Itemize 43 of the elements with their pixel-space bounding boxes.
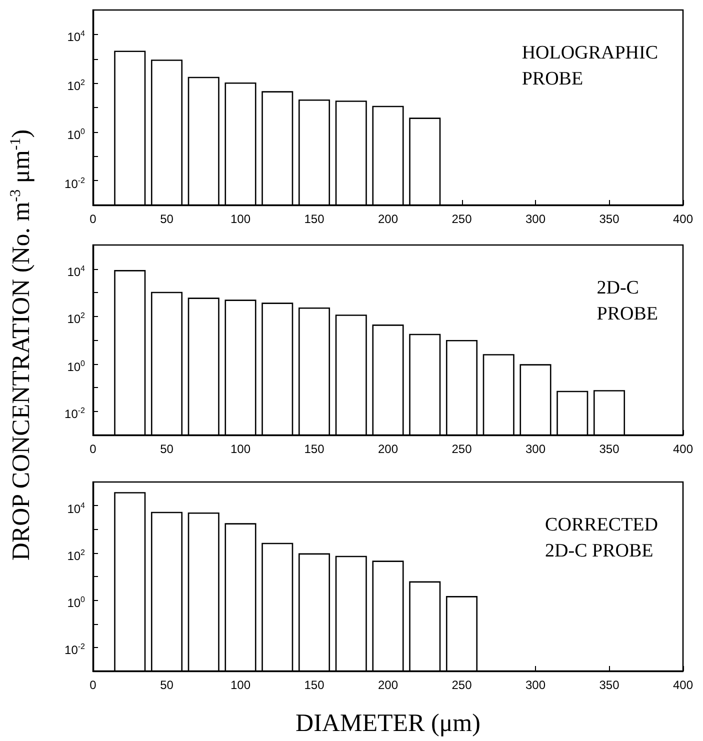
- x-tick-label: 150: [304, 442, 325, 456]
- x-tick-label: 200: [378, 212, 398, 226]
- annotation: CORRECTED 2D-C PROBE: [545, 514, 658, 562]
- x-tick-label: 250: [452, 212, 472, 226]
- y-tick-label: 10$^{0}$: [67, 594, 85, 612]
- y-tick-label: 10$^{4}$: [67, 28, 85, 46]
- x-tick-label: 350: [599, 678, 620, 692]
- y-tick-label: 10$^{0}$: [67, 358, 85, 375]
- x-tick-label: 100: [230, 678, 251, 692]
- x-tick-label: 150: [304, 212, 325, 226]
- x-tick-label: 350: [599, 442, 620, 456]
- x-tick-label: 150: [304, 678, 325, 692]
- x-tick-label: 300: [525, 442, 546, 456]
- y-tick-label: 10$^{4}$: [67, 500, 85, 517]
- y-tick-label: 10$^{2}$: [67, 77, 85, 94]
- x-tick-label: 200: [378, 442, 398, 456]
- x-tick-label: 250: [452, 678, 472, 692]
- x-tick-label: 0: [90, 212, 97, 226]
- x-tick-label: 0: [90, 442, 97, 456]
- y-tick-label: 10$^{-2}$: [64, 641, 85, 658]
- x-tick-label: 400: [672, 212, 694, 226]
- annotation: HOLOGRAPHIC PROBE: [522, 42, 658, 90]
- y-tick-label: 10$^{-2}$: [64, 405, 85, 422]
- y-tick-label: 10$^{2}$: [67, 546, 85, 564]
- y-tick-label: 10$^{2}$: [67, 310, 85, 328]
- x-tick-label: 400: [672, 442, 694, 456]
- x-tick-label: 100: [230, 442, 251, 456]
- x-tick-label: 300: [525, 212, 546, 226]
- x-tick-label: 50: [160, 678, 174, 692]
- x-axis-title: DIAMETER (μm): [296, 710, 480, 737]
- y-tick-label: 10$^{0}$: [67, 126, 85, 143]
- x-tick-label: 300: [525, 678, 546, 692]
- x-tick-label: 100: [230, 212, 251, 226]
- y-tick-label: 10$^{4}$: [67, 262, 85, 280]
- x-tick-label: 350: [599, 212, 620, 226]
- x-tick-label: 0: [90, 678, 97, 692]
- x-tick-label: 400: [672, 678, 694, 692]
- x-tick-label: 50: [160, 442, 174, 456]
- annotation: 2D-C PROBE: [596, 278, 658, 324]
- x-tick-label: 250: [452, 442, 472, 456]
- y-tick-label: 10$^{-2}$: [64, 174, 85, 192]
- x-tick-label: 200: [378, 678, 398, 692]
- x-tick-label: 50: [160, 212, 174, 226]
